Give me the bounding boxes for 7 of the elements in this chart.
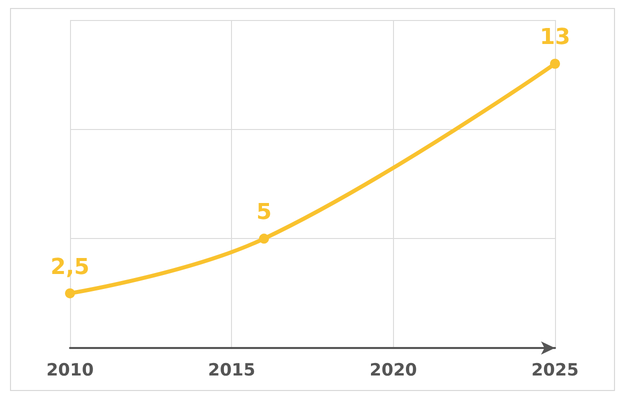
x-tick-label: 2015 <box>208 360 256 380</box>
x-tick-label: 2025 <box>531 360 579 380</box>
data-label: 5 <box>256 200 272 226</box>
x-tick-label: 2020 <box>370 360 418 380</box>
x-tick-label: 2010 <box>46 360 94 380</box>
data-label: 13 <box>540 25 570 50</box>
data-label: 2,5 <box>50 254 90 280</box>
